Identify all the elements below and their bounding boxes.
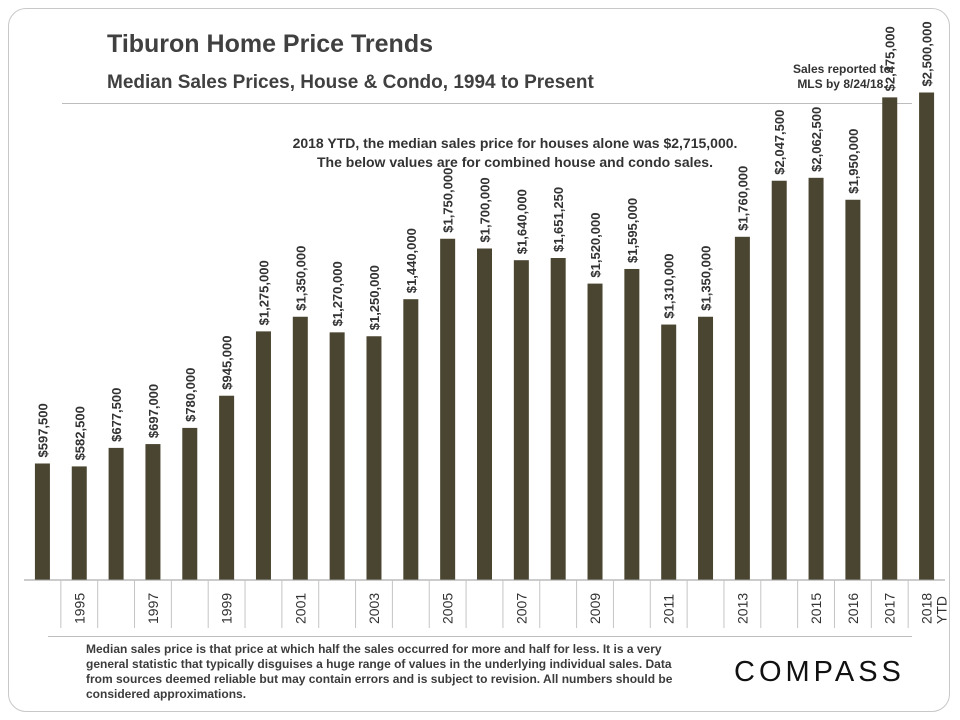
x-tick-label: YTD (934, 596, 950, 624)
data-label: $1,760,000 (735, 166, 750, 231)
bar (550, 258, 566, 580)
x-tick-label: 2001 (292, 593, 308, 624)
bar (145, 444, 161, 580)
bar (366, 336, 382, 580)
x-tick-label: 2015 (808, 593, 824, 624)
x-tick-label: 2009 (587, 593, 603, 624)
data-label: $1,270,000 (330, 261, 345, 326)
data-label: $697,000 (146, 384, 161, 438)
bar (108, 447, 124, 580)
x-tick-label: 1999 (219, 593, 235, 624)
bar (845, 199, 861, 580)
bar (808, 177, 824, 580)
data-label: $1,275,000 (256, 260, 271, 325)
data-label: $780,000 (183, 368, 198, 422)
compass-logo: COMPASS (734, 656, 905, 688)
data-label: $2,062,500 (809, 107, 824, 172)
bar (329, 332, 345, 580)
footer-divider (48, 636, 912, 637)
data-label: $1,595,000 (625, 198, 640, 263)
data-label: $1,520,000 (588, 213, 603, 278)
data-source-note-line-2: MLS by 8/24/18. (797, 77, 887, 91)
bar (440, 238, 456, 580)
bar (587, 283, 603, 580)
x-tick-label: 2016 (845, 593, 861, 624)
bar (34, 463, 50, 580)
bar (219, 395, 235, 580)
data-label: $1,651,250 (551, 187, 566, 252)
x-tick-label: 1997 (145, 593, 161, 624)
x-tick-label: 1995 (71, 593, 87, 624)
slide-frame (8, 8, 950, 712)
data-label: $945,000 (220, 335, 235, 389)
x-tick-label: 2007 (513, 593, 529, 624)
bar (661, 324, 677, 580)
bar (255, 331, 271, 580)
x-tick-label: 2003 (366, 593, 382, 624)
x-tick-label: 2017 (882, 593, 898, 624)
data-label: $1,350,000 (699, 246, 714, 311)
data-label: $677,500 (109, 388, 124, 442)
x-tick-label: 2018 (919, 593, 935, 624)
bar-series (34, 92, 935, 581)
chart-subtitle: Median Sales Prices, House & Condo, 1994… (107, 72, 594, 93)
x-tick-label: 2011 (661, 594, 677, 624)
bar (513, 260, 529, 580)
data-label: $597,500 (35, 403, 50, 457)
bar (182, 427, 198, 580)
bar (698, 316, 714, 580)
bar (919, 92, 935, 580)
data-label: $1,440,000 (404, 228, 419, 293)
bar (292, 316, 308, 580)
bar (403, 299, 419, 580)
footnote: Median sales price is that price at whic… (86, 642, 673, 701)
bar (882, 97, 898, 580)
data-source-note-line-1: Sales reported to (792, 62, 892, 76)
x-tick-label: 2005 (440, 593, 456, 624)
data-label: $1,350,000 (293, 246, 308, 311)
bar (771, 180, 787, 581)
bar (624, 268, 640, 580)
data-label-group: $597,500 $582,500 $677,500 $697,000 $780,000… (35, 21, 934, 460)
header-divider (62, 103, 912, 104)
bar (71, 466, 87, 580)
data-label: $1,700,000 (478, 177, 493, 242)
data-label: $2,047,500 (772, 110, 787, 175)
x-tick-label: 2013 (734, 593, 750, 624)
data-label: $1,310,000 (662, 253, 677, 318)
bar (734, 236, 750, 581)
data-label: $1,950,000 (846, 129, 861, 194)
annotation-line-1: 2018 YTD, the median sales price for hou… (292, 135, 738, 151)
data-label: $1,250,000 (367, 265, 382, 330)
annotation-line-2: The below values are for combined house … (317, 154, 713, 170)
data-label: $2,500,000 (920, 21, 935, 86)
data-label: $2,475,000 (883, 26, 898, 91)
bar (477, 248, 492, 580)
chart-title: Tiburon Home Price Trends (107, 30, 434, 58)
data-label: $582,500 (72, 406, 87, 460)
chart-annotation: 2018 YTD, the median sales price for hou… (250, 134, 780, 172)
x-axis: 1995 1997 1999 2001 2003 2005 2007 2009 2011 2013… (24, 579, 950, 628)
data-label: $1,750,000 (441, 168, 456, 233)
data-source-note: Sales reported to MLS by 8/24/18. (772, 62, 912, 92)
data-label: $1,640,000 (514, 189, 529, 254)
